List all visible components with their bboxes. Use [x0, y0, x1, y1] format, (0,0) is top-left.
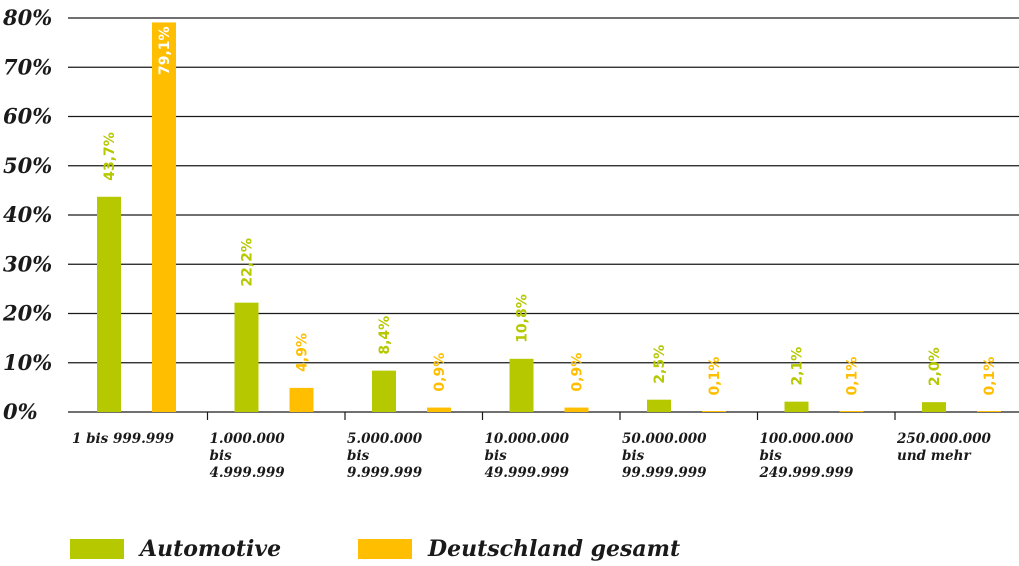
data-label: 0,9%: [570, 353, 586, 392]
legend-item-automotive: Automotive: [70, 536, 281, 562]
data-label: 10,8%: [515, 294, 531, 343]
x-tick-line: 49.999.999: [485, 465, 570, 481]
bar-automotive: [234, 302, 259, 412]
legend-label-deutschland-gesamt: Deutschland gesamt: [428, 536, 681, 562]
bar-automotive: [509, 358, 534, 412]
x-tick-label: 100.000.000 bis 249.999.999: [759, 431, 855, 481]
x-tick-label: 1 bis 999.999: [72, 431, 175, 447]
y-tick-label: 30%: [3, 251, 52, 276]
bar-automotive: [784, 401, 809, 412]
bar-deutschland-gesamt: [977, 411, 1001, 412]
legend-swatch-deutschland-gesamt: [358, 539, 412, 559]
data-label: 22,2%: [240, 238, 256, 287]
data-label: 43,7%: [102, 132, 118, 181]
y-tick-label: 60%: [3, 104, 52, 129]
data-label: 79,1%: [157, 26, 173, 75]
y-tick-label: 0%: [3, 399, 38, 424]
data-label: 0,1%: [845, 357, 861, 396]
x-tick-line: 5.000.000: [347, 431, 423, 447]
x-tick-line: bis: [622, 448, 645, 464]
bar-automotive: [647, 399, 671, 412]
x-tick-line: bis: [485, 448, 508, 464]
bar-deutschland-gesamt: [702, 411, 726, 412]
x-tick-line: 10.000.000: [485, 431, 570, 447]
bar-deutschland-gesamt: [839, 411, 864, 412]
x-tick-line: bis: [210, 448, 233, 464]
data-label: 0,1%: [982, 357, 998, 396]
x-tick-line: und mehr: [897, 448, 971, 464]
y-tick-label: 50%: [3, 153, 52, 178]
x-tick-line: bis: [347, 448, 370, 464]
chart-legend: Automotive Deutschland gesamt: [0, 536, 1019, 566]
data-label: 2,0%: [927, 347, 943, 386]
bar-automotive: [372, 370, 396, 412]
data-label: 8,4%: [377, 316, 393, 355]
x-tick-label: 1.000.000 bis 4.999.999: [210, 431, 286, 481]
x-tick-line: 1.000.000: [210, 431, 286, 447]
legend-item-deutschland-gesamt: Deutschland gesamt: [358, 536, 680, 562]
bar-deutschland-gesamt: [427, 407, 451, 412]
bar-automotive: [97, 196, 121, 412]
y-tick-label: 70%: [3, 54, 52, 79]
y-tick-label: 20%: [2, 301, 52, 326]
x-tick-line: 1 bis 999.999: [72, 431, 175, 447]
data-label: 0,1%: [707, 357, 723, 396]
y-tick-label: 40%: [3, 202, 52, 227]
bar-deutschland-gesamt: [289, 387, 314, 412]
bar-deutschland-gesamt: [564, 407, 589, 412]
x-tick-line: 4.999.999: [210, 465, 286, 481]
x-tick-line: bis: [760, 448, 783, 464]
data-label: 2,1%: [790, 347, 806, 386]
data-label: 4,9%: [295, 333, 311, 372]
x-tick-line: 250.000.000: [896, 431, 992, 447]
bar-automotive: [922, 402, 946, 412]
x-tick-line: 50.000.000: [622, 431, 707, 447]
data-label: 0,9%: [432, 353, 448, 392]
legend-label-automotive: Automotive: [140, 536, 282, 562]
x-tick-label: 250.000.000 und mehr: [896, 431, 992, 464]
y-tick-label: 80%: [2, 5, 52, 30]
x-tick-line: 9.999.999: [347, 465, 423, 481]
legend-swatch-automotive: [70, 539, 124, 559]
x-tick-label: 5.000.000 bis 9.999.999: [347, 431, 423, 481]
x-tick-line: 100.000.000: [760, 431, 855, 447]
x-tick-label: 10.000.000 bis 49.999.999: [485, 431, 570, 481]
x-tick-line: 99.999.999: [622, 465, 707, 481]
data-label: 2,5%: [652, 345, 668, 384]
y-tick-label: 10%: [3, 350, 52, 375]
x-tick-line: 249.999.999: [759, 465, 855, 481]
x-tick-label: 50.000.000 bis 99.999.999: [622, 431, 707, 481]
bar-deutschland-gesamt: [152, 22, 176, 413]
bar-chart: 0% 10% 20% 30% 40% 50% 60% 70% 80% 43,7% 22,2% 8,4%…: [2, 5, 1019, 481]
